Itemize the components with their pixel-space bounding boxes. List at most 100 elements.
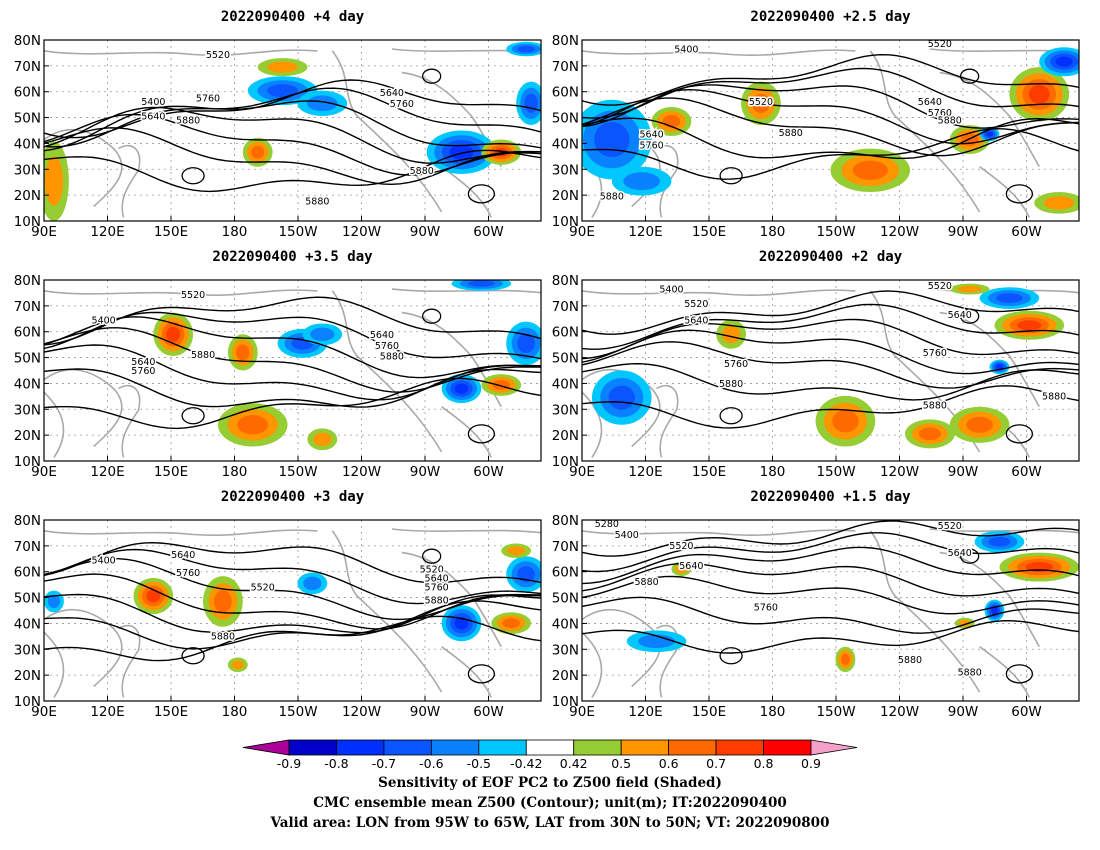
- map-panel: 2022090400 +4 day55205400564057605880564…: [14, 9, 542, 240]
- sensitivity-shading: [449, 144, 474, 160]
- panel-title: 2022090400 +2 day: [759, 249, 903, 265]
- contour-label: 5880: [635, 577, 659, 588]
- lon-tick-label: 180: [760, 704, 786, 720]
- colorbar-segment: [288, 739, 337, 756]
- contour-label: 5880: [600, 191, 624, 202]
- coastline: [656, 624, 679, 698]
- z500-contour: [44, 600, 541, 650]
- panel-title: 2022090400 +1.5 day: [750, 489, 911, 505]
- z500-contour: [582, 127, 1079, 180]
- contour-label: 5640: [639, 130, 663, 141]
- coastline: [44, 529, 318, 537]
- contour-label: 5760: [375, 341, 399, 352]
- sensitivity-shading: [957, 285, 982, 293]
- closed-contour: [181, 407, 205, 425]
- z500-contour: [582, 67, 1079, 119]
- contour-label: 5400: [141, 97, 165, 108]
- contour-label: 5280: [595, 519, 619, 530]
- coastline: [44, 608, 123, 698]
- lat-tick-label: 30N: [14, 642, 41, 658]
- contour-label: 5520: [251, 583, 275, 594]
- lat-tick-label: 30N: [14, 402, 41, 418]
- sensitivity-shading: [146, 589, 161, 603]
- colorbar-segment: [478, 739, 527, 756]
- lon-tick-label: 150W: [278, 704, 317, 720]
- panel-frame: [43, 39, 542, 222]
- caption-line-1: Sensitivity of EOF PC2 to Z500 field (Sh…: [378, 775, 722, 791]
- sensitivity-shading: [832, 409, 859, 433]
- sensitivity-shading: [991, 606, 998, 615]
- sensitivity-shading: [986, 131, 993, 137]
- z500-contour: [582, 88, 1079, 145]
- contour-label: 5760: [724, 359, 748, 370]
- contour-label: 5640: [679, 561, 703, 572]
- lat-tick-label: 80N: [552, 33, 579, 49]
- coastline: [582, 289, 856, 297]
- lat-tick-label: 20N: [14, 188, 41, 204]
- closed-contour: [960, 68, 980, 84]
- lat-tick-label: 20N: [552, 188, 579, 204]
- panel-frame: [43, 519, 542, 702]
- z500-contour: [582, 562, 1079, 597]
- colorbar-tick-label: -0.7: [372, 756, 396, 771]
- lon-tick-label: 120E: [628, 704, 662, 720]
- sensitivity-shading: [310, 327, 335, 341]
- lat-tick-label: 40N: [14, 616, 41, 632]
- coastline: [582, 368, 661, 458]
- sensitivity-shading: [918, 427, 941, 441]
- contour-label: 5520: [749, 97, 773, 108]
- sensitivity-shading: [623, 172, 660, 191]
- contour-label: 5640: [131, 357, 155, 368]
- colorbar: -0.9 -0.8 -0.7 -0.6 -0.5 -0.42 0.42 0.5 0.6 0.7 0.…: [242, 739, 858, 771]
- z500-contour: [582, 303, 1079, 350]
- contour-label: 5640: [918, 97, 942, 108]
- coastline: [44, 49, 318, 57]
- lon-tick-label: 90W: [948, 464, 979, 480]
- z500-contour: [44, 541, 541, 584]
- z500-contour: [44, 368, 541, 408]
- lat-tick-label: 10N: [552, 694, 579, 710]
- lon-tick-label: 120W: [880, 704, 919, 720]
- colorbar-low-triangle: [242, 739, 290, 756]
- lon-tick-label: 90E: [31, 464, 57, 480]
- lon-tick-label: 120E: [628, 464, 662, 480]
- z500-contour: [582, 532, 1079, 573]
- lon-tick-label: 150E: [692, 224, 726, 240]
- figure-caption: Sensitivity of EOF PC2 to Z500 field (Sh…: [0, 773, 1100, 833]
- coastline: [582, 529, 856, 537]
- z500-contour: [44, 149, 541, 193]
- coastline: [582, 49, 856, 57]
- lat-tick-label: 80N: [14, 33, 41, 49]
- lon-tick-label: 150W: [816, 224, 855, 240]
- closed-contour: [422, 308, 442, 324]
- lon-tick-label: 120E: [90, 224, 124, 240]
- lon-tick-label: 60W: [1011, 224, 1042, 240]
- contour-label: 5880: [305, 197, 329, 208]
- lon-tick-label: 90E: [31, 704, 57, 720]
- lat-tick-label: 70N: [552, 59, 579, 75]
- contour-label: 5640: [380, 88, 404, 99]
- coastline: [331, 530, 443, 693]
- lon-tick-label: 180: [760, 224, 786, 240]
- lon-tick-label: 90W: [948, 704, 979, 720]
- contour-label: 5520: [928, 39, 952, 50]
- sensitivity-shading: [303, 576, 322, 591]
- contour-label: 5760: [390, 99, 414, 110]
- sensitivity-shading: [214, 590, 232, 613]
- lat-tick-label: 80N: [14, 513, 41, 529]
- map-panel: 2022090400 +2 day54005520564057605880552…: [552, 249, 1080, 480]
- z500-contour: [582, 619, 1079, 654]
- z500-contour: [44, 127, 541, 186]
- closed-contour: [467, 424, 496, 444]
- lat-tick-label: 10N: [552, 214, 579, 230]
- contour-label: 5760: [754, 603, 778, 614]
- contour-label: 5760: [639, 141, 663, 152]
- colorbar-tick-label: -0.9: [277, 756, 301, 771]
- z500-contour: [44, 311, 541, 360]
- closed-contour: [719, 407, 743, 425]
- sensitivity-shading: [47, 594, 61, 609]
- lon-tick-label: 120W: [342, 224, 381, 240]
